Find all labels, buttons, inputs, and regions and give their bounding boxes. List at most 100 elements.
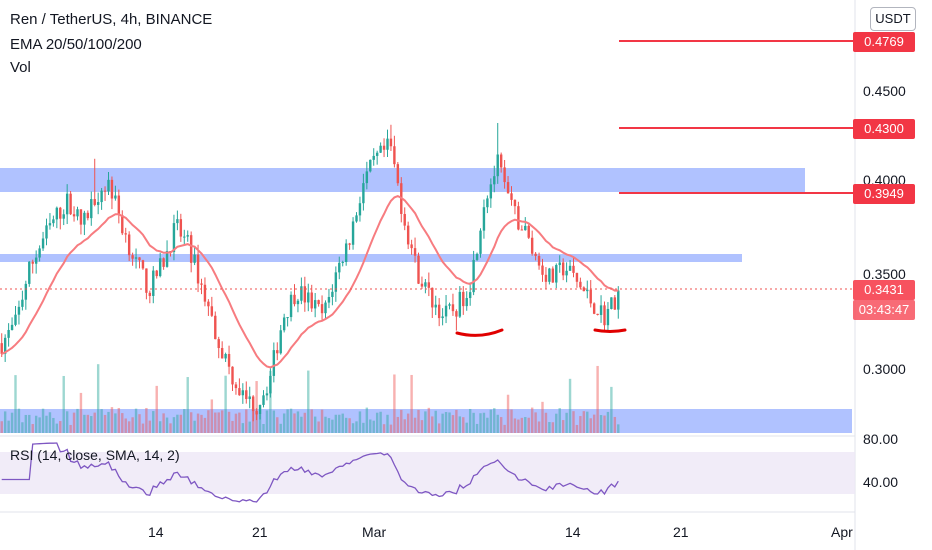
volume-bar xyxy=(227,411,231,433)
volume-bar xyxy=(606,411,610,433)
volume-bar xyxy=(582,411,586,433)
volume-bar xyxy=(238,412,241,433)
volume-bar xyxy=(241,423,245,433)
candle-body xyxy=(555,265,558,283)
candle-body xyxy=(379,145,382,153)
candle-body xyxy=(76,209,79,217)
volume-bar xyxy=(0,421,3,433)
volume-bar xyxy=(38,417,41,433)
candle-body xyxy=(479,230,482,254)
volume-bar xyxy=(276,417,279,433)
candle-body xyxy=(362,183,365,204)
candle-body xyxy=(575,272,579,282)
volume-bar xyxy=(341,413,344,433)
volume-bar xyxy=(382,424,386,433)
volume-bar xyxy=(462,417,465,433)
candle-body xyxy=(279,330,282,354)
candle-body xyxy=(341,262,344,264)
candle-body xyxy=(510,193,513,200)
volume-bar xyxy=(269,370,272,433)
candle-body xyxy=(617,290,620,310)
candle-body xyxy=(269,375,272,394)
volume-bar xyxy=(162,413,165,433)
candle-body xyxy=(417,255,420,284)
price-tick: 0.3500 xyxy=(863,266,906,282)
volume-bar xyxy=(86,414,90,433)
volume-bar xyxy=(28,414,31,433)
candle-body xyxy=(117,195,121,216)
candle-body xyxy=(28,261,31,284)
volume-bar xyxy=(93,412,96,433)
candle-body xyxy=(389,138,393,147)
candle-body xyxy=(451,304,455,312)
resistance-zone-middle[interactable] xyxy=(0,254,742,262)
candle-body xyxy=(69,193,72,215)
volume-bar xyxy=(7,420,10,433)
volume-bar xyxy=(441,413,444,433)
volume-bar xyxy=(155,385,158,433)
volume-bar xyxy=(544,412,548,433)
volume-bar xyxy=(158,421,162,433)
rsi-legend[interactable]: RSI (14, close, SMA, 14, 2) xyxy=(10,447,180,463)
volume-bar xyxy=(296,411,300,433)
volume-bar xyxy=(183,409,186,433)
volume-bar xyxy=(551,422,555,433)
candle-body xyxy=(127,234,131,256)
candle-body xyxy=(568,265,572,271)
vol-legend[interactable]: Vol xyxy=(10,59,31,76)
candle-body xyxy=(427,282,431,288)
support-zone-lower[interactable] xyxy=(0,409,852,433)
price-tick: 0.4500 xyxy=(863,83,906,99)
ema-legend[interactable]: EMA 20/50/100/200 xyxy=(10,36,142,53)
volume-bar xyxy=(548,422,551,433)
candle-body xyxy=(203,284,207,302)
candle-body xyxy=(110,179,114,199)
time-tick: 14 xyxy=(148,524,164,540)
countdown-tag: 03:43:47 xyxy=(853,300,915,320)
time-tick: Mar xyxy=(362,524,387,540)
candle-body xyxy=(382,145,386,150)
volume-bar xyxy=(420,420,424,433)
candle-body xyxy=(176,219,179,224)
candle-body xyxy=(231,366,234,385)
volume-bar xyxy=(475,423,479,433)
candle-body xyxy=(210,306,214,316)
candle-body xyxy=(141,260,145,269)
candle-body xyxy=(517,206,520,230)
volume-bar xyxy=(410,374,413,433)
candle-body xyxy=(534,253,537,256)
symbol-title[interactable]: Ren / TetherUS, 4h, BINANCE xyxy=(10,11,213,28)
candle-body xyxy=(148,292,152,296)
candle-body xyxy=(145,268,148,293)
volume-bar xyxy=(358,411,362,433)
candle-body xyxy=(420,283,424,287)
candle-body xyxy=(396,164,400,184)
currency-unit-button[interactable]: USDT xyxy=(870,7,916,31)
volume-bar xyxy=(41,408,45,433)
candle-body xyxy=(365,171,369,184)
volume-bar xyxy=(320,409,324,433)
volume-bar xyxy=(55,423,59,433)
volume-bar xyxy=(534,412,537,433)
volume-bar xyxy=(362,422,365,433)
volume-bar xyxy=(196,413,200,433)
volume-bar xyxy=(599,415,603,433)
candle-body xyxy=(0,343,3,354)
candle-body xyxy=(548,268,551,282)
volume-bar xyxy=(14,375,17,433)
candle-body xyxy=(506,182,510,194)
candle-body xyxy=(482,207,486,231)
volume-bar xyxy=(59,421,62,433)
candle-body xyxy=(293,294,296,305)
volume-bar xyxy=(24,414,28,433)
candle-body xyxy=(155,270,158,277)
candle-body xyxy=(606,308,610,326)
volume-bar xyxy=(127,421,131,433)
volume-bar xyxy=(220,410,224,433)
candle-body xyxy=(152,270,155,296)
volume-bar xyxy=(351,423,355,433)
candle-body xyxy=(513,199,517,207)
price-tick: 0.3000 xyxy=(863,361,906,377)
resistance-zone-upper[interactable] xyxy=(0,168,805,192)
